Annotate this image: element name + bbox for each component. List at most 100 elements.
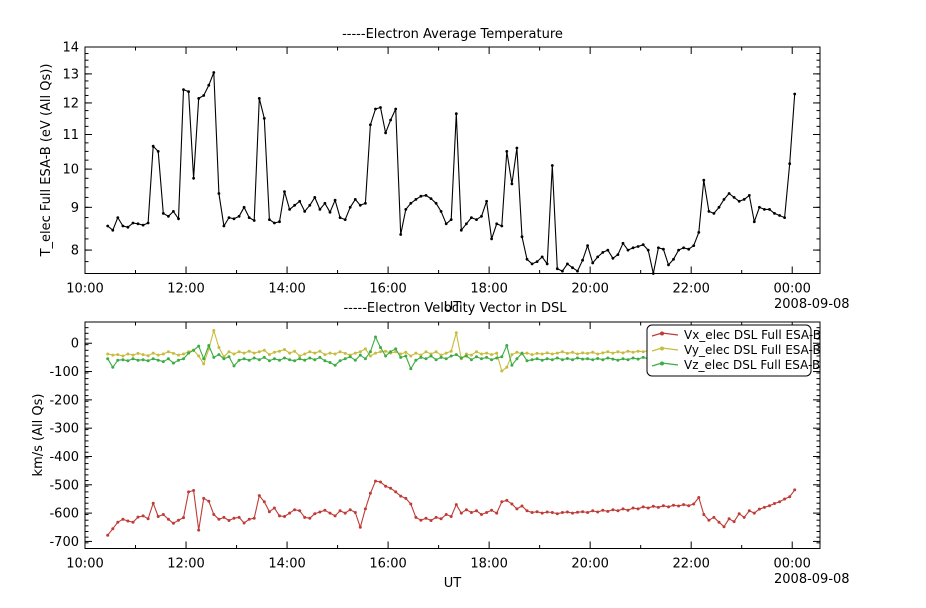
y-tick-label: -200 (49, 393, 79, 408)
data-point-marker (480, 352, 483, 356)
data-point-marker (449, 349, 453, 353)
top-panel-title: -----Electron Average Temperature (342, 27, 563, 42)
data-point-marker (348, 355, 352, 359)
data-point-marker (232, 364, 236, 368)
data-point-marker (298, 354, 302, 358)
data-point-marker (581, 510, 585, 514)
data-point-marker (773, 212, 776, 215)
data-point-marker (333, 198, 337, 202)
data-point-marker (187, 490, 191, 494)
data-point-marker (328, 511, 332, 515)
data-point-marker (363, 507, 367, 511)
data-point-marker (500, 500, 504, 504)
data-point-marker (550, 352, 554, 356)
data-point-marker (657, 246, 660, 250)
data-point-marker (697, 231, 701, 234)
data-point-marker (363, 347, 367, 351)
data-point-marker (237, 350, 241, 354)
data-point-marker (262, 348, 266, 352)
data-point-marker (550, 358, 554, 362)
x-tick-label: 18:00 (470, 282, 507, 297)
data-point-marker (111, 228, 115, 232)
data-point-marker (525, 351, 529, 355)
data-point-marker (611, 357, 615, 361)
top-panel-ylabel: T_elec Full ESA-B (eV (All Qs)) (39, 64, 54, 258)
data-point-marker (368, 491, 372, 495)
data-point-marker (677, 248, 680, 252)
data-point-marker (252, 219, 256, 222)
data-point-marker (348, 508, 352, 512)
data-point-marker (485, 351, 489, 355)
data-point-marker (192, 348, 196, 352)
data-point-marker (227, 216, 231, 220)
data-point-marker (293, 359, 297, 363)
data-point-marker (464, 508, 468, 512)
y-tick-label: -400 (49, 450, 79, 465)
data-point-marker (131, 357, 135, 361)
data-point-marker (571, 350, 574, 354)
data-point-marker (328, 351, 332, 355)
data-point-marker (449, 218, 453, 222)
data-point-marker (414, 515, 418, 519)
legend-marker-vy (660, 346, 664, 351)
legend-label-vy: Vy_elec DSL Full ESA-B (684, 343, 821, 357)
data-point-marker (313, 351, 317, 355)
data-point-marker (742, 198, 746, 201)
x-tick-label: 22:00 (672, 282, 709, 297)
y-tick-label: -600 (49, 507, 79, 522)
data-point-marker (737, 199, 741, 203)
x-tick-label: 00:00 (773, 282, 810, 297)
data-point-marker (364, 201, 367, 205)
data-point-marker (242, 521, 246, 525)
data-point-marker (338, 350, 342, 354)
data-point-marker (171, 351, 175, 355)
data-point-marker (515, 146, 519, 150)
data-point-marker (480, 513, 483, 516)
data-point-marker (444, 513, 448, 516)
data-point-marker (283, 356, 286, 360)
data-point-marker (374, 479, 377, 483)
data-point-marker (343, 511, 347, 515)
data-point-marker (565, 351, 569, 355)
data-point-marker (328, 210, 332, 214)
data-point-marker (424, 194, 428, 197)
data-point-marker (368, 350, 372, 354)
data-point-marker (566, 262, 569, 266)
data-point-marker (161, 212, 165, 215)
data-point-marker (490, 237, 493, 241)
data-point-marker (146, 359, 150, 363)
data-point-marker (510, 353, 514, 357)
data-point-marker (146, 354, 150, 358)
data-point-marker (500, 224, 504, 228)
data-point-marker (237, 358, 241, 362)
data-point-marker (586, 511, 590, 514)
data-point-marker (267, 359, 271, 363)
x-tick-label: 10:00 (66, 282, 103, 297)
data-point-marker (727, 517, 731, 521)
data-point-marker (151, 501, 155, 505)
data-point-marker (227, 350, 231, 354)
data-point-marker (252, 356, 256, 360)
data-point-marker (641, 355, 645, 359)
data-point-marker (252, 516, 256, 520)
data-point-marker (358, 203, 362, 207)
data-point-marker (434, 201, 438, 205)
data-point-marker (333, 514, 337, 518)
x-tick-label: 14:00 (268, 557, 305, 572)
data-point-marker (565, 510, 569, 514)
data-point-marker (242, 357, 246, 361)
data-point-marker (409, 502, 413, 506)
legend-label-vz: Vz_elec DSL Full ESA-B (684, 358, 820, 372)
data-point-marker (116, 358, 120, 362)
data-point-marker (182, 88, 185, 91)
data-point-marker (338, 359, 342, 363)
data-point-marker (424, 516, 428, 520)
data-point-marker (576, 352, 579, 356)
top-plot-area: 10:00 12:00 14:00 16:00 18:00 20:00 22:00 00:00… (62, 41, 821, 297)
data-point-marker (571, 511, 574, 515)
data-point-marker (752, 220, 756, 224)
data-point-marker (707, 210, 711, 213)
data-point-marker (247, 517, 251, 521)
data-point-marker (596, 357, 600, 360)
data-point-marker (601, 251, 605, 254)
